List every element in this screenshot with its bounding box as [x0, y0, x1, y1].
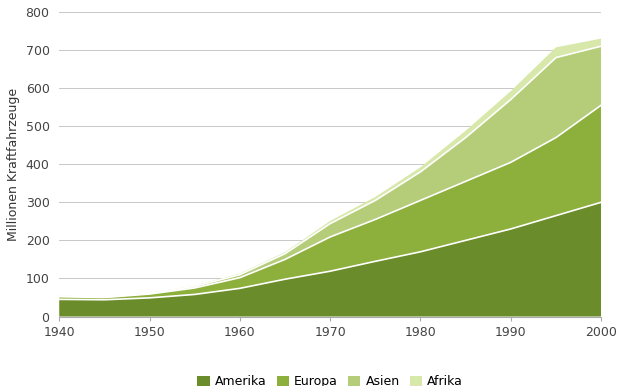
- Legend: Amerika, Europa, Asien, Afrika: Amerika, Europa, Asien, Afrika: [193, 371, 467, 386]
- Y-axis label: Millionen Kraftfahrzeuge: Millionen Kraftfahrzeuge: [7, 88, 20, 241]
